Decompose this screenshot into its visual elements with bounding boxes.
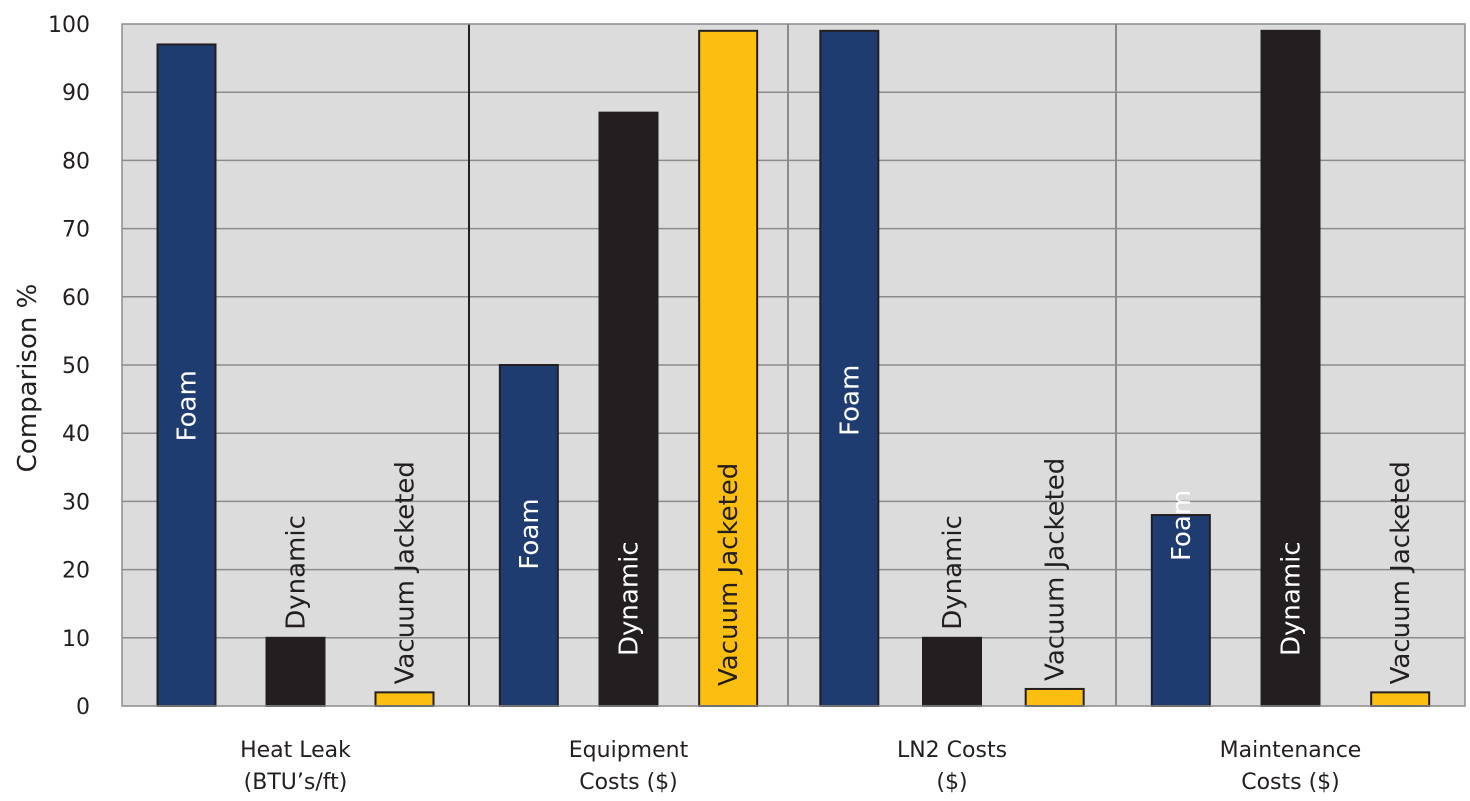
x-category-label: Costs ($) — [1241, 770, 1340, 795]
bar-series-label: Vacuum Jacketed — [391, 461, 421, 684]
category-separators — [468, 24, 1117, 706]
bar-foam — [156, 43, 217, 707]
bar-series-label: Foam — [173, 370, 203, 441]
bar-foam — [819, 29, 880, 707]
bar-labels: Foam Dynamic Vacuum Jacketed Foam Dynamic Vac… — [173, 365, 1417, 686]
y-tick-label: 90 — [62, 81, 90, 106]
bar-series-label: Vacuum Jacketed — [714, 463, 744, 686]
bar-vacuum-jacketed — [698, 29, 759, 707]
y-tick-label: 50 — [62, 354, 90, 379]
bar-series-label: Dynamic — [615, 541, 645, 656]
y-tick-label: 60 — [62, 286, 90, 311]
y-tick-label: 100 — [48, 13, 90, 38]
x-category-labels: Heat Leak (BTU’s/ft) Equipment Costs ($) LN2… — [240, 738, 1361, 795]
y-tick-label: 40 — [62, 422, 90, 447]
bar-dynamic — [1260, 29, 1321, 707]
y-tick-label: 20 — [62, 559, 90, 584]
x-category-label: ($) — [936, 770, 967, 795]
bar-series-label: Vacuum Jacketed — [1041, 458, 1071, 681]
plot-frame — [121, 23, 1466, 707]
bar-series-label: Dynamic — [1277, 541, 1307, 656]
bar-series-label: Dynamic — [282, 515, 312, 630]
bar-series-label: Foam — [515, 498, 545, 569]
bar-foam — [1150, 514, 1211, 707]
y-tick-label: 0 — [76, 695, 90, 720]
x-category-label: LN2 Costs — [897, 738, 1007, 763]
x-category-label: Equipment — [569, 738, 689, 763]
x-category-label: (BTU’s/ft) — [244, 770, 348, 795]
bar-series-label: Dynamic — [938, 515, 968, 630]
x-category-label: Heat Leak — [240, 738, 351, 763]
y-tick-label: 70 — [62, 218, 90, 243]
bar-series-label: Vacuum Jacketed — [1386, 461, 1416, 684]
y-tick-label: 30 — [62, 490, 90, 515]
bar-dynamic — [598, 111, 659, 708]
y-axis-title: Comparison % — [13, 284, 43, 473]
bar-series-label: Foam — [835, 365, 865, 436]
gridlines — [122, 91, 1465, 639]
bar-foam — [498, 364, 559, 707]
y-tick-label: 10 — [62, 627, 90, 652]
y-tick-label: 80 — [62, 149, 90, 174]
bar-dynamic — [922, 636, 982, 707]
x-category-label: Costs ($) — [579, 770, 678, 795]
bar-series-label: Foam — [1167, 490, 1197, 561]
bar-vacuum-jacketed — [1370, 691, 1431, 707]
bar-vacuum-jacketed — [374, 691, 435, 707]
bar-dynamic — [265, 636, 326, 707]
bar-vacuum-jacketed — [1024, 687, 1085, 708]
y-tick-labels: 0 10 20 30 40 50 60 70 80 90 100 — [48, 13, 90, 720]
bars — [156, 29, 1431, 708]
x-category-label: Maintenance — [1220, 738, 1362, 763]
